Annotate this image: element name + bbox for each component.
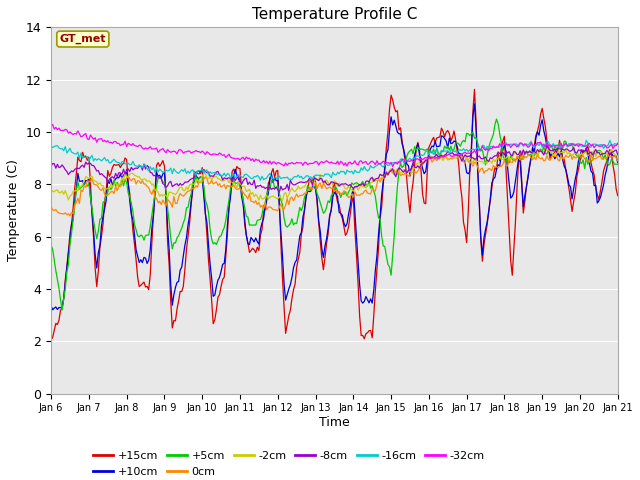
Text: GT_met: GT_met (60, 34, 106, 44)
Title: Temperature Profile C: Temperature Profile C (252, 7, 417, 22)
X-axis label: Time: Time (319, 416, 350, 429)
Legend: +15cm, +10cm, +5cm, 0cm, -2cm, -8cm, -16cm, -32cm: +15cm, +10cm, +5cm, 0cm, -2cm, -8cm, -16… (89, 447, 489, 480)
Y-axis label: Temperature (C): Temperature (C) (7, 159, 20, 262)
